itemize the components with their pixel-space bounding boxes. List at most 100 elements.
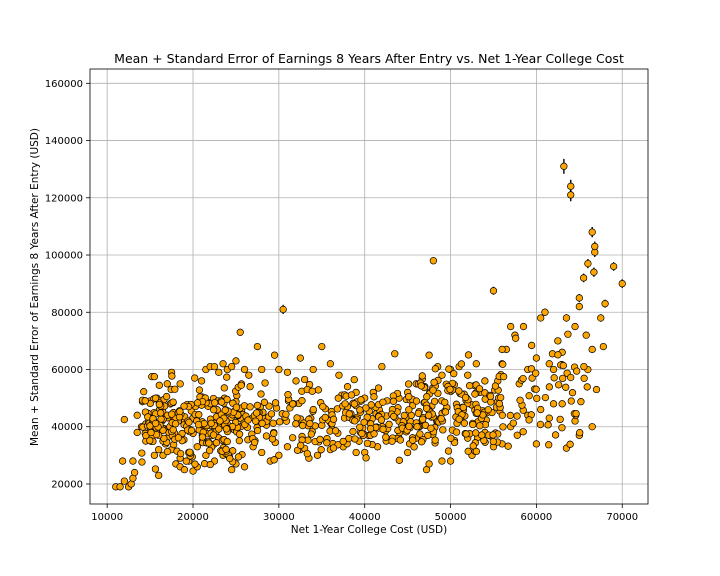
data-point [282,410,290,418]
data-point [162,392,171,401]
data-point [591,242,599,251]
data-point [265,402,273,410]
data-point [390,412,398,421]
data-point [429,386,437,394]
data-point [370,393,378,401]
data-point [516,396,524,404]
data-point [309,405,317,414]
data-point [497,393,505,402]
data-point [331,427,340,435]
data-point [220,384,228,392]
data-point [151,465,160,473]
data-point [193,399,202,407]
data-point [257,390,265,398]
data-point [120,477,128,485]
data-point [236,328,244,336]
data-point [270,456,278,464]
data-point [362,404,370,412]
data-point [506,411,515,420]
data-point [564,330,572,338]
data-point [258,365,266,374]
data-point [206,460,214,469]
data-point [133,411,141,419]
data-point [618,279,626,288]
data-point [163,447,172,456]
data-point [536,420,545,429]
data-point [544,421,552,429]
data-point [590,268,598,276]
data-point [129,457,137,465]
data-point [253,401,262,410]
data-point [138,449,146,457]
data-point [395,456,404,464]
data-point [452,428,461,436]
data-point [171,420,180,428]
data-point [133,428,141,437]
data-point [356,423,364,431]
x-tick-label: 20000 [177,512,209,523]
data-point [362,454,370,462]
data-point [180,466,189,474]
data-point [592,385,601,394]
data-point [555,381,563,389]
data-point [438,457,446,465]
data-point [601,300,609,308]
data-point [223,437,231,446]
data-point [227,362,236,371]
data-point [532,440,541,448]
data-point [246,403,254,411]
data-point [455,387,463,395]
data-point [283,368,292,377]
data-point [509,419,517,427]
data-point [447,434,455,442]
data-point [525,416,533,424]
data-point [575,302,583,311]
data-point [222,445,230,453]
data-point [489,437,497,446]
data-point [323,439,331,447]
data-point [491,382,500,390]
data-point [195,386,204,394]
data-point [568,389,577,397]
data-point [343,383,352,391]
data-point [307,430,315,438]
data-point [412,397,421,405]
data-point [532,385,540,393]
y-tick-label: 140000 [45,136,83,147]
data-point [545,383,553,391]
data-point [221,406,229,414]
data-point [545,414,553,422]
data-point [446,385,454,394]
axis-ticks: 10000 20000 30000 40000 50000 60000 70000 20000… [45,79,638,523]
data-point [445,365,453,373]
data-point [191,374,199,382]
y-tick-label: 100000 [45,251,83,262]
data-point [410,443,418,451]
data-point [560,162,568,170]
data-point [511,334,520,342]
data-point [377,416,386,424]
data-point [308,387,316,395]
data-point [187,426,196,435]
data-point [562,383,570,391]
data-point [424,431,432,440]
data-point [146,436,154,445]
data-point [252,417,260,425]
data-point [462,430,470,438]
data-point [471,390,479,398]
data-point [549,400,558,408]
data-point [215,368,223,377]
data-point [588,345,596,354]
data-point [174,434,183,442]
data-point [532,369,540,377]
data-point [562,314,571,322]
data-point [267,410,276,418]
data-point [176,380,184,388]
data-point [283,443,292,451]
data-point [495,400,503,408]
data-point [582,331,590,339]
x-tick-label: 50000 [435,512,467,523]
data-point [171,385,179,393]
data-point [309,365,317,374]
data-point [240,365,249,374]
